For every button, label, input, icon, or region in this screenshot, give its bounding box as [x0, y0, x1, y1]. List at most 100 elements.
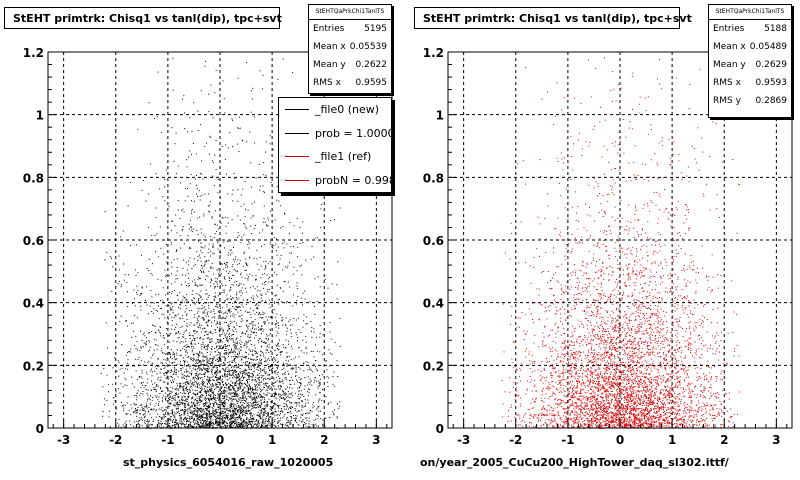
left-point [166, 243, 167, 245]
left-point [211, 388, 213, 390]
left-point [219, 255, 221, 257]
left-point [141, 189, 143, 191]
left-point [268, 367, 270, 369]
left-point [290, 376, 292, 378]
left-point [281, 301, 283, 303]
left-point [125, 368, 126, 370]
left-point [191, 342, 192, 344]
left-point [280, 413, 281, 415]
left-point [170, 419, 171, 421]
left-point [210, 398, 212, 400]
left-point [273, 396, 275, 397]
left-point [194, 406, 196, 407]
left-point [225, 426, 227, 428]
left-point [210, 201, 211, 203]
left-point [130, 351, 132, 353]
left-point [161, 401, 163, 403]
left-point [186, 300, 188, 302]
left-point [236, 371, 238, 373]
left-point [190, 343, 192, 345]
left-point [203, 426, 205, 428]
left-point [242, 400, 244, 402]
left-point [236, 293, 238, 295]
left-point [182, 374, 184, 376]
left-point [259, 189, 261, 191]
left-point [200, 419, 202, 421]
left-point [270, 408, 272, 410]
left-point [139, 412, 141, 414]
left-point [310, 320, 312, 322]
left-point [231, 370, 233, 372]
left-point [218, 393, 220, 395]
left-point [232, 297, 234, 299]
left-point [274, 295, 276, 297]
left-point [184, 418, 186, 420]
left-point [186, 386, 187, 388]
left-point [273, 357, 275, 359]
left-point [247, 390, 249, 392]
left-point [201, 374, 203, 375]
left-point [275, 335, 277, 337]
left-point [184, 413, 186, 415]
left-point [199, 396, 201, 398]
left-point [196, 251, 198, 253]
left-point [253, 359, 254, 361]
left-point [319, 325, 321, 326]
left-point [237, 389, 239, 391]
left-point [281, 385, 282, 387]
left-point [186, 401, 188, 402]
left-point [233, 415, 235, 417]
left-point [196, 284, 198, 286]
left-point [296, 422, 298, 424]
left-point [263, 379, 264, 381]
left-point [268, 338, 269, 340]
left-point [225, 232, 227, 234]
left-point [234, 261, 236, 263]
left-point [175, 387, 177, 389]
left-point [180, 385, 182, 387]
left-point [199, 399, 200, 401]
left-point [238, 262, 240, 264]
left-point [270, 329, 271, 331]
left-point [254, 201, 255, 203]
left-point [216, 373, 218, 375]
left-point [261, 340, 262, 342]
left-point [232, 302, 234, 304]
left-point [236, 348, 238, 350]
left-point [182, 367, 184, 369]
left-point [248, 392, 250, 394]
left-point [226, 374, 228, 376]
left-point [246, 378, 248, 380]
left-point [182, 399, 183, 401]
left-point [175, 413, 177, 415]
left-point [180, 354, 182, 356]
left-point [242, 414, 244, 416]
left-point [248, 379, 250, 380]
left-point [242, 383, 244, 385]
left-point [287, 395, 289, 397]
left-point [239, 339, 241, 341]
left-point [212, 361, 214, 363]
left-point [181, 420, 183, 422]
left-point [169, 341, 171, 343]
left-point [181, 399, 183, 401]
left-point [245, 262, 247, 264]
left-point [317, 407, 319, 409]
left-point [244, 411, 246, 413]
left-point [317, 387, 319, 389]
left-point [201, 324, 203, 326]
left-point [219, 399, 221, 400]
left-point [176, 389, 178, 391]
left-point [247, 326, 249, 328]
left-point [228, 353, 229, 355]
left-point [237, 232, 239, 234]
left-point [289, 262, 291, 264]
left-point [318, 415, 320, 417]
left-point [214, 364, 216, 366]
left-point [289, 423, 291, 425]
left-point [198, 316, 200, 318]
left-point [286, 267, 288, 269]
left-point [275, 411, 277, 413]
left-point [245, 364, 247, 366]
left-point [294, 408, 296, 409]
